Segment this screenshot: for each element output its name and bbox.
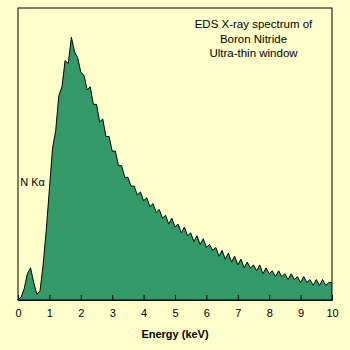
x-tick: 7 [235, 295, 241, 319]
x-axis-line [19, 300, 333, 301]
x-tick-label: 7 [235, 307, 241, 319]
x-tick-label: 6 [204, 307, 210, 319]
x-tick-mark [81, 295, 82, 300]
x-axis: 0 1 2 3 4 5 6 7 8 9 10 [15, 295, 338, 319]
x-tick-mark [175, 295, 176, 300]
x-tick-label: 2 [78, 307, 84, 319]
title: EDS X-ray spectrum of [195, 18, 313, 30]
annotation: N Kα [20, 176, 45, 188]
spectrum-line [18, 37, 332, 300]
x-tick-mark [49, 295, 50, 300]
x-tick: 10 [326, 295, 338, 319]
x-tick-mark [112, 295, 113, 300]
plot: 0 1 2 3 4 5 6 7 8 9 10 [15, 8, 338, 319]
x-tick-mark [206, 295, 207, 300]
x-tick-label: 4 [141, 307, 147, 319]
x-tick-label: 1 [47, 307, 53, 319]
x-tick: 9 [298, 295, 304, 319]
x-tick: 5 [172, 295, 178, 319]
x-tick-mark [332, 295, 333, 300]
x-tick-mark [144, 295, 145, 300]
x-tick: 8 [267, 295, 273, 319]
x-tick: 3 [110, 295, 116, 319]
x-tick: 1 [47, 295, 53, 319]
x-tick-label: 8 [267, 307, 273, 319]
title: Boron Nitride [220, 33, 287, 45]
x-tick: 0 [15, 295, 21, 319]
x-tick-mark [269, 295, 270, 300]
x-tick-mark [238, 295, 239, 300]
x-tick-mark [18, 295, 19, 300]
x-tick: 4 [141, 295, 147, 319]
chart: 0 1 2 3 4 5 6 7 8 9 10 Energy (keV) EDS X-ray spectr… [0, 0, 350, 350]
x-tick: 6 [204, 295, 210, 319]
x-tick-label: 3 [110, 307, 116, 319]
spectrum-area [18, 37, 332, 300]
x-tick: 2 [78, 295, 84, 319]
x-tick-mark [301, 295, 302, 300]
subtitle: Ultra-thin window [209, 47, 298, 59]
x-axis-title: Energy (keV) [141, 328, 209, 340]
plot-frame [18, 8, 332, 300]
marks [18, 37, 332, 300]
x-tick-label: 10 [326, 307, 338, 319]
x-tick-label: 0 [15, 307, 21, 319]
background [0, 0, 350, 350]
x-tick-label: 9 [298, 307, 304, 319]
x-tick-label: 5 [172, 307, 178, 319]
